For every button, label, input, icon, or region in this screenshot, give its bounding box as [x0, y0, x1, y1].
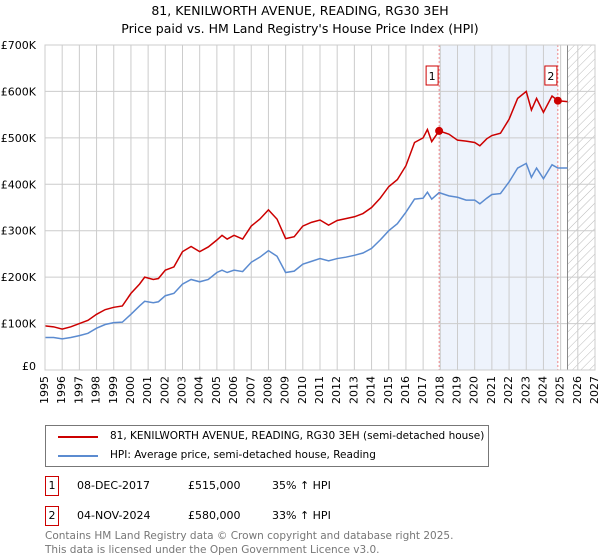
footer-line-2: This data is licensed under the Open Gov… [45, 544, 380, 556]
legend: 81, KENILWORTH AVENUE, READING, RG30 3EH… [45, 425, 489, 467]
legend-blue-line [58, 454, 98, 457]
forecast-hatch [567, 45, 595, 370]
sale-point [435, 126, 444, 135]
x-tick-label: 2026 [571, 376, 584, 404]
x-tick-label: 2013 [347, 376, 360, 404]
sale-label-box [544, 65, 558, 86]
sale-hpi: 35% ↑ HPI [272, 479, 331, 492]
x-tick-label: 1998 [90, 376, 103, 404]
x-tick-label: 2017 [416, 376, 429, 404]
x-tick-label: 2014 [365, 376, 378, 404]
y-tick-label: £500K [1, 132, 37, 145]
y-tick-label: £400K [1, 178, 37, 191]
y-tick-label: £300K [1, 225, 37, 238]
sale-label: 2 [547, 70, 554, 83]
price-chart: 1995 1996 1997 1998 1999 2000 2001 2002 2003 2004… [1, 39, 600, 404]
sale-period-shading [439, 45, 558, 370]
x-tick-label: 1996 [55, 376, 68, 404]
x-tick-label: 2001 [141, 376, 154, 404]
x-tick-label: 2005 [210, 376, 223, 404]
x-tick-label: 1999 [107, 376, 120, 404]
sale-hpi: 33% ↑ HPI [272, 509, 331, 522]
x-tick-label: 2007 [244, 376, 257, 404]
legend-property: 81, KENILWORTH AVENUE, READING, RG30 3EH… [110, 430, 485, 442]
footer-line-1: Contains HM Land Registry data © Crown c… [45, 530, 454, 542]
sale-label-box [425, 65, 439, 86]
x-tick-label: 2023 [519, 376, 532, 404]
legend-hpi: HPI: Average price, semi-detached house,… [110, 449, 376, 461]
x-tick-label: 2022 [502, 376, 515, 404]
x-tick-label: 2008 [261, 376, 274, 404]
x-tick-label: 2019 [451, 376, 464, 404]
x-tick-label: 2020 [468, 376, 481, 404]
x-tick-label: 1995 [38, 376, 51, 404]
x-tick-label: 2016 [399, 376, 412, 404]
x-tick-label: 2000 [124, 376, 137, 404]
y-tick-label: £200K [1, 271, 37, 284]
x-tick-label: 2015 [382, 376, 395, 404]
sale-date: 08-DEC-2017 [77, 479, 151, 492]
x-tick-label: 2009 [279, 376, 292, 404]
property-price-line [44, 90, 568, 330]
legend-red-line [58, 435, 98, 438]
x-tick-label: 2025 [554, 376, 567, 404]
x-tick-label: 2010 [296, 376, 309, 404]
x-tick-label: 2012 [330, 376, 343, 404]
hpi-line [45, 162, 568, 340]
sale-date: 04-NOV-2024 [77, 509, 151, 522]
x-tick-label: 2018 [433, 376, 446, 404]
x-tick-label: 2011 [313, 376, 326, 404]
chart-title: 81, KENILWORTH AVENUE, READING, RG30 3EH [151, 3, 449, 18]
sale-marker-badge: 2 [45, 506, 59, 526]
sale-label: 1 [429, 70, 436, 83]
chart-subtitle: Price paid vs. HM Land Registry's House … [121, 21, 479, 36]
x-tick-label: 2003 [176, 376, 189, 404]
y-tick-label: £0 [22, 360, 36, 373]
plot-border [44, 44, 596, 371]
sale-row: 2 04-NOV-2024 £580,000 33% ↑ HPI [45, 506, 445, 526]
x-tick-label: 2027 [588, 376, 600, 404]
sale-price: £580,000 [188, 509, 241, 522]
x-tick-label: 2004 [193, 376, 206, 404]
y-tick-label: £100K [1, 318, 37, 331]
sale-price: £515,000 [188, 479, 241, 492]
sale-row: 1 08-DEC-2017 £515,000 35% ↑ HPI [45, 476, 445, 496]
sale-marker-badge: 1 [45, 476, 59, 496]
sale-point [553, 96, 562, 105]
x-tick-label: 2021 [485, 376, 498, 404]
x-tick-label: 2006 [227, 376, 240, 404]
x-tick-label: 2024 [536, 376, 549, 404]
x-tick-label: 2002 [158, 376, 171, 404]
y-tick-label: £700K [1, 39, 37, 52]
y-tick-label: £600K [1, 85, 37, 98]
footer: Contains HM Land Registry data © Crown c… [45, 529, 453, 557]
x-tick-label: 1997 [72, 376, 85, 404]
